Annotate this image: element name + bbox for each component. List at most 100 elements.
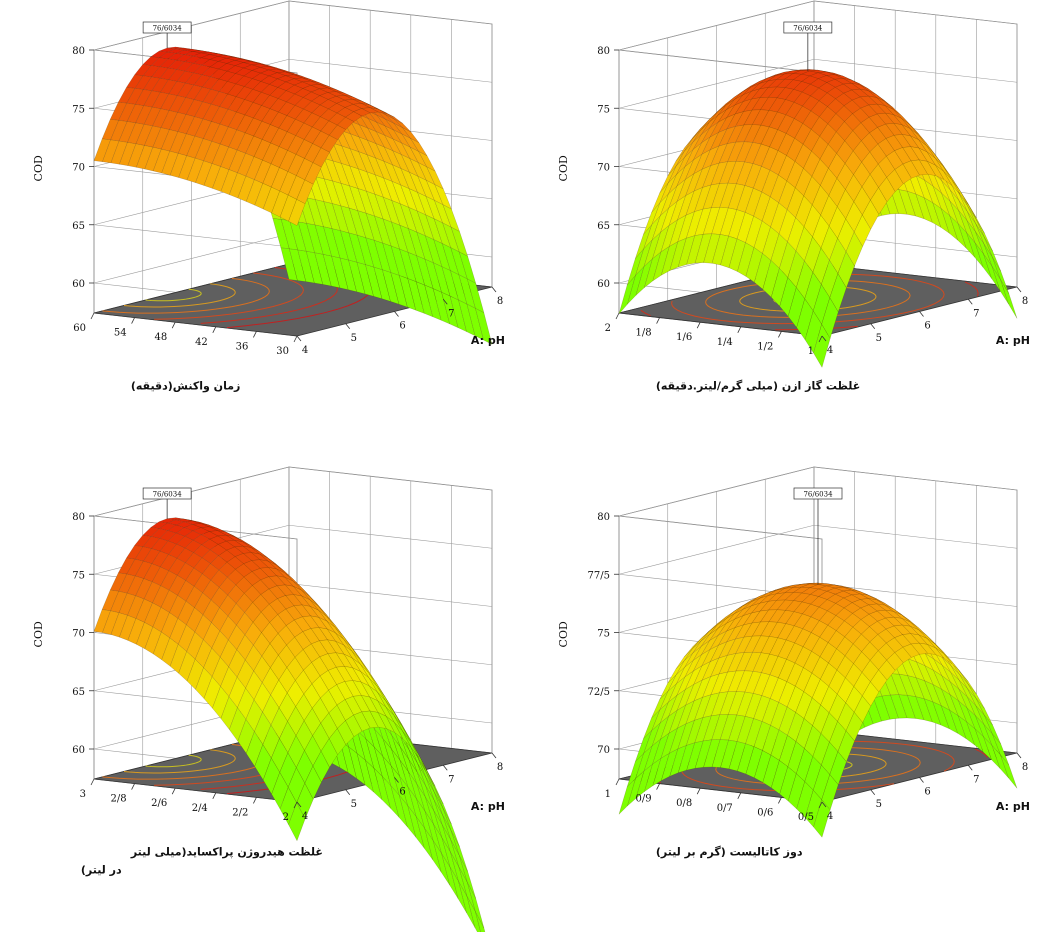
surface-cell — [626, 248, 644, 286]
surface-cell — [918, 159, 937, 176]
surface-cell — [694, 739, 712, 769]
surface-cell — [236, 634, 254, 661]
surface-cell — [734, 612, 753, 628]
surface-cell — [158, 522, 177, 531]
surface-cell — [845, 231, 863, 267]
surface-cell — [259, 553, 277, 566]
surface-cell — [328, 103, 346, 114]
surface-cell — [312, 147, 330, 168]
surface-cell — [110, 591, 128, 613]
surface-cell — [119, 142, 137, 166]
surface-cell — [169, 618, 187, 645]
surface-cell — [918, 629, 936, 645]
surface-cell — [304, 765, 322, 800]
surface-cell — [813, 799, 831, 838]
surface-cell — [311, 675, 329, 699]
surface-cell — [667, 667, 685, 692]
x-tick-mark — [394, 311, 399, 317]
surface-cell — [151, 538, 169, 552]
surface-cell — [853, 695, 871, 723]
y-axis-label: غلظت هیدروژن پراکساید(میلی لیتر — [130, 845, 323, 858]
surface-cell — [753, 166, 771, 193]
surface-cell — [926, 160, 945, 180]
x-tick-mark — [919, 311, 924, 317]
floor-contour — [964, 281, 979, 297]
surface-cell — [686, 208, 704, 239]
surface-plot-ph-ozone: 76/6034 60 65 70 75 80 COD 4 5 6 7 8 A: pH 1 1/2 1/4 1/6… — [525, 0, 1050, 466]
surface-cell — [167, 53, 185, 61]
y-tick-mark — [818, 801, 823, 809]
y-tick-label: 2/6 — [151, 798, 167, 809]
surface-cell — [770, 233, 788, 269]
surface-cell — [661, 241, 679, 276]
surface-cell — [703, 233, 721, 264]
y-tick-label: 0/9 — [636, 794, 652, 805]
floor-contour — [123, 749, 236, 774]
surface-cell — [877, 617, 895, 630]
surface-cell — [220, 666, 238, 698]
surface-cell — [770, 677, 788, 703]
surface-cell — [303, 100, 321, 114]
surface-cell — [862, 199, 880, 230]
surface-cell — [343, 638, 361, 660]
z-axis-label: COD — [32, 621, 45, 647]
surface-cell — [211, 123, 229, 145]
x-axis-label: A: pH — [996, 800, 1030, 813]
surface-cell — [245, 644, 263, 672]
peak-label-box — [783, 21, 833, 34]
surface-cell — [161, 150, 179, 176]
peak-label-box — [793, 487, 843, 500]
floor-contour — [145, 754, 202, 768]
surface-cell — [837, 730, 855, 763]
surface-cell — [842, 586, 860, 592]
surface-cell — [353, 711, 371, 732]
y-tick-label: 1/4 — [717, 337, 733, 348]
surface-cell — [127, 618, 145, 645]
surface-cell — [786, 187, 804, 219]
surface-cell — [643, 709, 661, 739]
x-tick-label: 6 — [924, 321, 930, 332]
surface-cell — [242, 59, 260, 64]
y-tick-mark — [90, 778, 95, 786]
peak-marker: 76/6034 — [142, 21, 192, 48]
z-gridline-left — [93, 224, 298, 249]
x-tick-mark — [442, 765, 448, 771]
surface-cell — [262, 142, 280, 165]
surface-cell — [918, 642, 937, 655]
y-tick-label: 0/8 — [676, 798, 692, 809]
z-tick-label: 70 — [72, 163, 85, 174]
z-tick-label: 65 — [597, 221, 610, 232]
surface-cell — [652, 752, 670, 787]
surface-cell — [203, 676, 221, 709]
surface-cell — [694, 233, 712, 264]
surface-cell — [967, 203, 985, 234]
surface-cell — [143, 563, 161, 583]
surface-cell — [959, 190, 977, 218]
surface-cell — [243, 78, 262, 90]
surface-cell — [733, 85, 751, 98]
surface-cell — [284, 572, 302, 588]
surface-cell — [853, 214, 871, 247]
surface-cell — [771, 760, 789, 795]
y-tick-label: 2/2 — [232, 807, 248, 818]
surface — [93, 517, 486, 932]
surface-cell — [776, 592, 794, 601]
surface-cell — [285, 594, 303, 606]
surface-cell — [693, 136, 711, 161]
surface-cell — [377, 108, 395, 118]
surface-cell — [643, 202, 661, 235]
surface-cell — [253, 121, 271, 140]
surface-cell — [733, 600, 751, 612]
y-tick-label: 0/6 — [757, 807, 773, 818]
x-tick-label: 5 — [351, 799, 357, 810]
surface-cell — [310, 627, 328, 641]
surface-cell — [736, 716, 754, 744]
surface-cell — [853, 651, 871, 673]
surface-cell — [288, 199, 306, 226]
surface-cell — [851, 599, 870, 609]
surface-cell — [168, 558, 186, 576]
surface-cell — [136, 622, 154, 649]
surface-cell — [135, 560, 153, 579]
z-tick-label: 72/5 — [588, 687, 610, 698]
surface-cell — [760, 609, 778, 623]
